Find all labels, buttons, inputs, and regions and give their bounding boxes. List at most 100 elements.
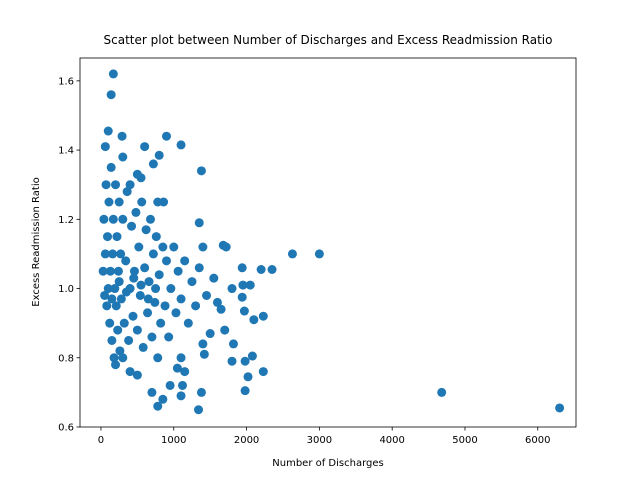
x-axis-label: Number of Discharges xyxy=(272,458,383,469)
scatter-point xyxy=(198,242,208,252)
scatter-point xyxy=(176,353,186,363)
scatter-point xyxy=(221,242,231,252)
scatter-point xyxy=(154,270,164,280)
scatter-point xyxy=(196,387,206,397)
scatter-point xyxy=(113,266,123,276)
scatter-point xyxy=(267,265,277,274)
y-tick-label: 1.4 xyxy=(58,146,74,157)
scatter-point xyxy=(121,287,131,297)
scatter-point xyxy=(114,197,124,207)
scatter-point xyxy=(209,273,219,283)
scatter-point xyxy=(147,387,157,397)
scatter-point xyxy=(172,363,182,373)
scatter-point xyxy=(212,297,222,307)
scatter-point xyxy=(102,301,112,311)
scatter-point xyxy=(165,380,175,390)
scatter-point xyxy=(122,187,132,197)
scatter-point xyxy=(119,318,129,328)
scatter-point xyxy=(143,294,153,304)
y-tick-label: 1.0 xyxy=(58,284,74,295)
scatter-point xyxy=(111,360,121,370)
scatter-point xyxy=(98,266,108,276)
scatter-point xyxy=(132,370,142,380)
scatter-point xyxy=(178,380,188,390)
x-tick-label: 2000 xyxy=(234,435,259,446)
scatter-point xyxy=(153,197,163,207)
scatter-point xyxy=(107,335,117,345)
scatter-point xyxy=(115,346,125,356)
scatter-point xyxy=(240,356,250,366)
scatter-point xyxy=(106,90,116,100)
y-tick-label: 1.6 xyxy=(58,76,74,87)
scatter-point xyxy=(132,169,142,179)
scatter-point xyxy=(101,180,111,190)
chart-title: Scatter plot between Number of Discharge… xyxy=(104,33,553,47)
scatter-point xyxy=(202,290,212,300)
x-tick-label: 6000 xyxy=(525,435,550,446)
scatter-point xyxy=(118,353,128,363)
scatter-point xyxy=(121,256,131,266)
scatter-point xyxy=(228,339,238,349)
scatter-point xyxy=(199,349,209,359)
scatter-point xyxy=(140,142,150,152)
scatter-point xyxy=(237,263,247,273)
scatter-point xyxy=(205,329,215,339)
scatter-point xyxy=(125,180,135,190)
scatter-point xyxy=(161,131,171,141)
scatter-point xyxy=(138,342,148,352)
scatter-point xyxy=(191,301,201,311)
scatter-point xyxy=(258,311,268,321)
scatter-point xyxy=(176,391,186,401)
scatter-point xyxy=(220,325,230,335)
scatter-point xyxy=(243,372,253,382)
scatter-point xyxy=(147,332,157,342)
scatter-point xyxy=(129,273,139,283)
scatter-point xyxy=(216,304,226,314)
scatter-point xyxy=(117,131,127,141)
scatter-point xyxy=(169,242,179,252)
scatter-point xyxy=(105,318,115,328)
scatter-point xyxy=(180,256,190,266)
scatter-point xyxy=(247,351,257,361)
scatter-point xyxy=(237,292,247,302)
scatter-point xyxy=(136,280,146,290)
scatter-point xyxy=(128,311,138,321)
scatter-point xyxy=(158,242,168,252)
plot-area xyxy=(98,69,565,415)
scatter-point xyxy=(194,218,204,228)
y-axis-label: Excess Readmission Ratio xyxy=(31,177,42,306)
scatter-point xyxy=(314,249,324,259)
scatter-point xyxy=(125,367,135,377)
scatter-point xyxy=(176,294,186,304)
scatter-point xyxy=(134,242,144,252)
scatter-point xyxy=(238,280,248,290)
scatter-point xyxy=(198,339,208,349)
axes-frame xyxy=(79,57,577,428)
scatter-point xyxy=(148,159,158,169)
scatter-point xyxy=(118,152,128,162)
scatter-point xyxy=(106,162,116,172)
scatter-point xyxy=(156,318,166,328)
scatter-point xyxy=(129,266,139,276)
x-tick-label: 0 xyxy=(98,435,104,446)
scatter-point xyxy=(99,214,109,224)
scatter-point xyxy=(124,335,134,345)
scatter-point xyxy=(100,142,110,152)
x-tick-label: 3000 xyxy=(307,435,332,446)
scatter-point xyxy=(135,290,145,300)
scatter-point xyxy=(108,214,118,224)
scatter-point xyxy=(154,150,164,160)
scatter-point xyxy=(151,232,161,242)
scatter-point xyxy=(171,308,181,318)
scatter-point xyxy=(104,197,114,207)
scatter-point xyxy=(227,356,237,366)
scatter-point xyxy=(113,325,123,335)
y-tick-label: 0.8 xyxy=(58,353,74,364)
scatter-point xyxy=(127,221,137,231)
scatter-point xyxy=(164,332,174,342)
scatter-point xyxy=(153,401,163,411)
scatter-point xyxy=(187,277,197,287)
scatter-point xyxy=(114,277,124,287)
scatter-point xyxy=(145,214,155,224)
